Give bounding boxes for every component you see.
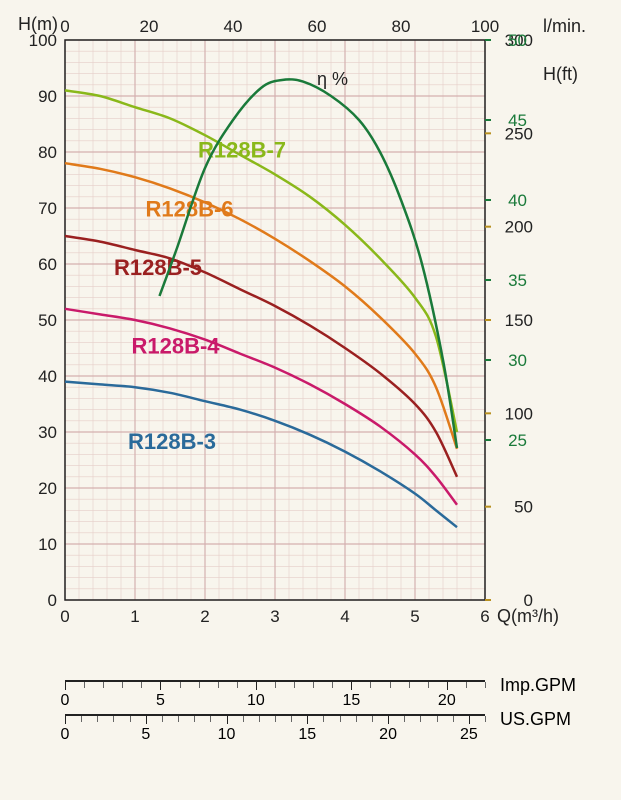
series-label-R128B-4: R128B-4 <box>132 334 221 359</box>
y-right-eta-tick: 25 <box>508 431 527 450</box>
x-bottom-tick: 0 <box>60 607 69 626</box>
y-right-ft-tick: 150 <box>505 311 533 330</box>
aux-tick-label: 15 <box>298 726 316 744</box>
aux-tick-label: 25 <box>460 726 478 744</box>
y-left-tick: 0 <box>48 591 57 610</box>
series-label-R128B-5: R128B-5 <box>114 255 202 280</box>
y-right-ft-tick: 100 <box>505 404 533 423</box>
series-label-R128B-3: R128B-3 <box>128 429 216 454</box>
us-gpm-label: US.GPM <box>500 709 571 730</box>
aux-tick-label: 20 <box>379 726 397 744</box>
x-top-tick: 0 <box>60 17 69 36</box>
imp-gpm-scale: Imp.GPM 05101520 <box>10 670 610 704</box>
y-left-tick: 90 <box>38 87 57 106</box>
y-left-tick: 40 <box>38 367 57 386</box>
x-top-tick: 60 <box>308 17 327 36</box>
y-left-tick: 70 <box>38 199 57 218</box>
y-right-eta-tick: 30 <box>508 351 527 370</box>
x-bottom-tick: 3 <box>270 607 279 626</box>
x-bottom-tick: 5 <box>410 607 419 626</box>
y-left-tick: 50 <box>38 311 57 330</box>
y-right-ft-tick: 200 <box>505 218 533 237</box>
y-right-ft-tick: 50 <box>514 498 533 517</box>
y-right-eta-tick: 45 <box>508 111 527 130</box>
aux-tick-label: 0 <box>61 726 70 744</box>
x-top-tick: 20 <box>140 17 159 36</box>
aux-scales: Imp.GPM 05101520 US.GPM 0510152025 <box>10 670 610 738</box>
x-bottom-unit-label: Q(m³/h) <box>497 606 559 626</box>
imp-gpm-label: Imp.GPM <box>500 675 576 696</box>
y-left-tick: 80 <box>38 143 57 162</box>
x-top-tick: 100 <box>471 17 499 36</box>
y-right-ft-label: H(ft) <box>543 64 578 84</box>
x-top-tick: 80 <box>392 17 411 36</box>
y-left-tick: 30 <box>38 423 57 442</box>
x-bottom-tick: 6 <box>480 607 489 626</box>
y-left-tick: 60 <box>38 255 57 274</box>
x-top-tick: 40 <box>224 17 243 36</box>
y-left-tick: 20 <box>38 479 57 498</box>
aux-tick-label: 10 <box>218 726 236 744</box>
x-bottom-tick: 4 <box>340 607 349 626</box>
x-bottom-tick: 2 <box>200 607 209 626</box>
aux-tick-label: 5 <box>141 726 150 744</box>
x-bottom-tick: 1 <box>130 607 139 626</box>
y-left-tick: 10 <box>38 535 57 554</box>
eta-label: η % <box>317 69 348 89</box>
series-label-R128B-7: R128B-7 <box>198 138 286 163</box>
y-right-eta-tick: 35 <box>508 271 527 290</box>
y-right-eta-tick: 40 <box>508 191 527 210</box>
us-gpm-scale: US.GPM 0510152025 <box>10 704 610 738</box>
x-top-unit-label: l/min. <box>543 16 586 36</box>
y-right-eta-tick: 50 <box>508 31 527 50</box>
pump-curve-chart: 0102030405060708090100012345602040608010… <box>10 10 610 650</box>
y-left-label: H(m) <box>18 14 58 34</box>
chart-svg: 0102030405060708090100012345602040608010… <box>10 10 610 650</box>
